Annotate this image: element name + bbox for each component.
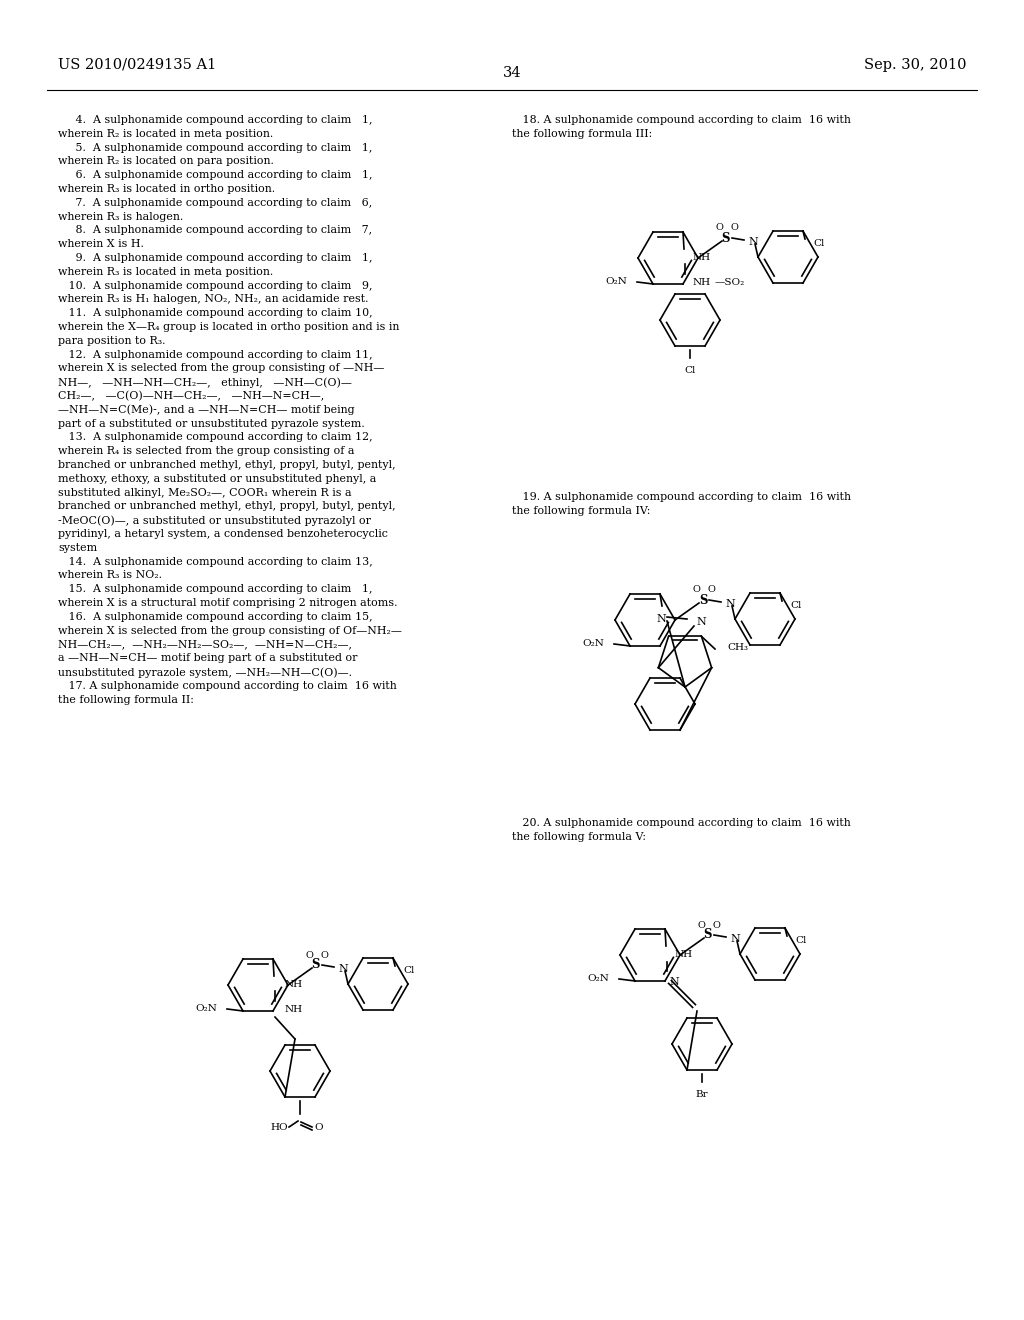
Text: 17. A sulphonamide compound according to claim  16 with: 17. A sulphonamide compound according to… [58, 681, 396, 690]
Text: 4.  A sulphonamide compound according to claim   1,: 4. A sulphonamide compound according to … [58, 115, 373, 125]
Text: 5.  A sulphonamide compound according to claim   1,: 5. A sulphonamide compound according to … [58, 143, 373, 153]
Text: 16.  A sulphonamide compound according to claim 15,: 16. A sulphonamide compound according to… [58, 611, 373, 622]
Text: O: O [730, 223, 738, 232]
Text: N: N [730, 935, 739, 944]
Text: wherein R₃ is located in meta position.: wherein R₃ is located in meta position. [58, 267, 273, 277]
Text: Cl: Cl [790, 601, 802, 610]
Text: wherein R₂ is located in meta position.: wherein R₂ is located in meta position. [58, 129, 273, 139]
Text: 7.  A sulphonamide compound according to claim   6,: 7. A sulphonamide compound according to … [58, 198, 373, 207]
Text: S: S [722, 231, 730, 244]
Text: para position to R₃.: para position to R₃. [58, 335, 166, 346]
Text: —SO₂: —SO₂ [715, 277, 745, 286]
Text: wherein R₂ is located on para position.: wherein R₂ is located on para position. [58, 156, 273, 166]
Text: wherein R₃ is halogen.: wherein R₃ is halogen. [58, 211, 183, 222]
Text: a —NH—N=CH— motif being part of a substituted or: a —NH—N=CH— motif being part of a substi… [58, 653, 357, 663]
Text: US 2010/0249135 A1: US 2010/0249135 A1 [58, 58, 216, 73]
Text: unsubstituted pyrazole system, —NH₂—NH—C(O)—.: unsubstituted pyrazole system, —NH₂—NH—C… [58, 667, 352, 677]
Text: O: O [692, 586, 700, 594]
Text: 34: 34 [503, 66, 521, 81]
Text: wherein X is selected from the group consisting of Of—NH₂—: wherein X is selected from the group con… [58, 626, 401, 636]
Text: wherein X is H.: wherein X is H. [58, 239, 144, 249]
Text: Cl: Cl [684, 366, 695, 375]
Text: N: N [669, 977, 679, 987]
Text: N: N [725, 599, 735, 609]
Text: -MeOC(O)—, a substituted or unsubstituted pyrazolyl or: -MeOC(O)—, a substituted or unsubstitute… [58, 515, 371, 525]
Text: 18. A sulphonamide compound according to claim  16 with: 18. A sulphonamide compound according to… [512, 115, 851, 125]
Text: O₂N: O₂N [587, 974, 609, 983]
Text: O: O [314, 1122, 323, 1131]
Text: the following formula V:: the following formula V: [512, 832, 646, 842]
Text: N: N [696, 616, 706, 627]
Text: wherein R₃ is NO₂.: wherein R₃ is NO₂. [58, 570, 162, 581]
Text: 20. A sulphonamide compound according to claim  16 with: 20. A sulphonamide compound according to… [512, 818, 851, 828]
Text: O: O [712, 920, 720, 929]
Text: NH—CH₂—,  —NH₂—NH₂—SO₂—,  —NH=N—CH₂—,: NH—CH₂—, —NH₂—NH₂—SO₂—, —NH=N—CH₂—, [58, 639, 352, 649]
Text: NH: NH [285, 979, 303, 989]
Text: HO: HO [270, 1122, 288, 1131]
Text: 14.  A sulphonamide compound according to claim 13,: 14. A sulphonamide compound according to… [58, 557, 373, 566]
Text: 9.  A sulphonamide compound according to claim   1,: 9. A sulphonamide compound according to … [58, 253, 373, 263]
Text: O₂N: O₂N [605, 277, 627, 286]
Text: wherein X is a structural motif comprising 2 nitrogen atoms.: wherein X is a structural motif comprisi… [58, 598, 397, 609]
Text: system: system [58, 543, 97, 553]
Text: NH: NH [693, 277, 711, 286]
Text: NH: NH [285, 1005, 303, 1014]
Text: CH₃: CH₃ [727, 643, 748, 652]
Text: S: S [703, 928, 713, 941]
Text: NH: NH [675, 949, 693, 958]
Text: O: O [715, 223, 723, 232]
Text: —NH—N=C(Me)-, and a —NH—N=CH— motif being: —NH—N=C(Me)-, and a —NH—N=CH— motif bein… [58, 405, 354, 416]
Text: substituted alkinyl, Me₂SO₂—, COOR₁ wherein R is a: substituted alkinyl, Me₂SO₂—, COOR₁ wher… [58, 487, 351, 498]
Text: wherein R₄ is selected from the group consisting of a: wherein R₄ is selected from the group co… [58, 446, 354, 457]
Text: NH—,   —NH—NH—CH₂—,   ethinyl,   —NH—C(O)—: NH—, —NH—NH—CH₂—, ethinyl, —NH—C(O)— [58, 378, 352, 388]
Text: N: N [338, 964, 348, 974]
Text: wherein R₃ is located in ortho position.: wherein R₃ is located in ortho position. [58, 183, 275, 194]
Text: CH₂—,   —C(O)—NH—CH₂—,   —NH—N=CH—,: CH₂—, —C(O)—NH—CH₂—, —NH—N=CH—, [58, 391, 325, 401]
Text: O₂N: O₂N [582, 639, 604, 648]
Text: wherein the X—R₄ group is located in ortho position and is in: wherein the X—R₄ group is located in ort… [58, 322, 399, 333]
Text: Cl: Cl [403, 965, 415, 974]
Text: wherein X is selected from the group consisting of —NH—: wherein X is selected from the group con… [58, 363, 384, 374]
Text: O: O [305, 950, 313, 960]
Text: O: O [707, 586, 715, 594]
Text: the following formula II:: the following formula II: [58, 694, 194, 705]
Text: branched or unbranched methyl, ethyl, propyl, butyl, pentyl,: branched or unbranched methyl, ethyl, pr… [58, 459, 395, 470]
Text: 10.  A sulphonamide compound according to claim   9,: 10. A sulphonamide compound according to… [58, 281, 373, 290]
Text: O₂N: O₂N [196, 1005, 217, 1014]
Text: methoxy, ethoxy, a substituted or unsubstituted phenyl, a: methoxy, ethoxy, a substituted or unsubs… [58, 474, 377, 484]
Text: 11.  A sulphonamide compound according to claim 10,: 11. A sulphonamide compound according to… [58, 308, 373, 318]
Text: S: S [311, 958, 321, 972]
Text: part of a substituted or unsubstituted pyrazole system.: part of a substituted or unsubstituted p… [58, 418, 365, 429]
Text: 19. A sulphonamide compound according to claim  16 with: 19. A sulphonamide compound according to… [512, 492, 851, 502]
Text: O: O [697, 920, 705, 929]
Text: NH: NH [693, 252, 711, 261]
Text: Sep. 30, 2010: Sep. 30, 2010 [863, 58, 966, 73]
Text: 13.  A sulphonamide compound according to claim 12,: 13. A sulphonamide compound according to… [58, 433, 373, 442]
Text: N: N [656, 614, 666, 624]
Text: S: S [698, 594, 708, 606]
Text: branched or unbranched methyl, ethyl, propyl, butyl, pentyl,: branched or unbranched methyl, ethyl, pr… [58, 502, 395, 511]
Text: Br: Br [695, 1090, 709, 1100]
Text: wherein R₃ is H₁ halogen, NO₂, NH₂, an acidamide rest.: wherein R₃ is H₁ halogen, NO₂, NH₂, an a… [58, 294, 369, 305]
Text: pyridinyl, a hetaryl system, a condensed benzoheterocyclic: pyridinyl, a hetaryl system, a condensed… [58, 529, 388, 539]
Text: 15.  A sulphonamide compound according to claim   1,: 15. A sulphonamide compound according to… [58, 585, 373, 594]
Text: O: O [321, 950, 328, 960]
Text: Cl: Cl [813, 239, 824, 248]
Text: Cl: Cl [795, 936, 806, 945]
Text: 8.  A sulphonamide compound according to claim   7,: 8. A sulphonamide compound according to … [58, 226, 372, 235]
Text: the following formula III:: the following formula III: [512, 129, 652, 139]
Text: the following formula IV:: the following formula IV: [512, 506, 650, 516]
Text: N: N [748, 238, 758, 247]
Text: 12.  A sulphonamide compound according to claim 11,: 12. A sulphonamide compound according to… [58, 350, 373, 359]
Text: 6.  A sulphonamide compound according to claim   1,: 6. A sulphonamide compound according to … [58, 170, 373, 181]
